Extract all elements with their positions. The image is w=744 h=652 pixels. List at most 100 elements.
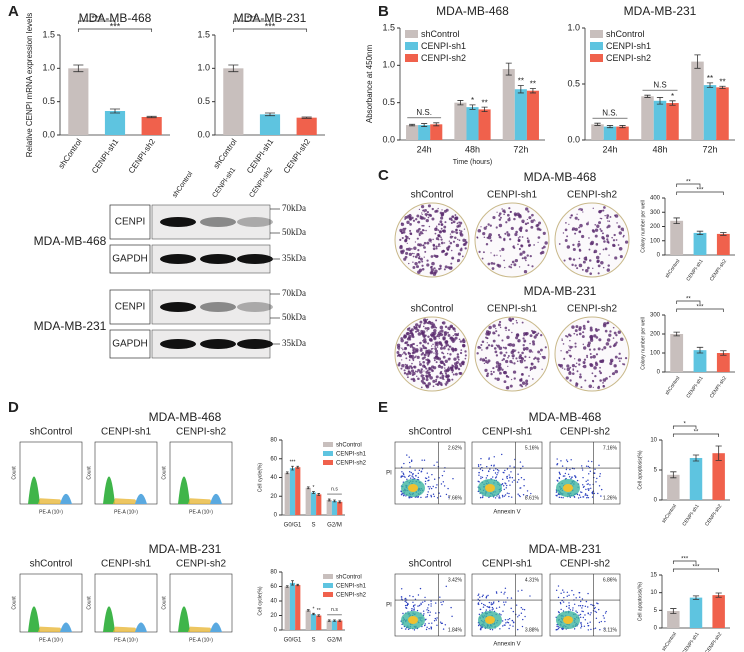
colony — [594, 361, 598, 365]
colony — [576, 267, 579, 270]
bar — [284, 586, 290, 630]
marker-label: 70kDa — [282, 288, 306, 298]
colony — [524, 332, 528, 336]
colony — [511, 343, 516, 347]
colony — [403, 257, 407, 261]
bar — [337, 620, 343, 630]
colony — [447, 334, 451, 337]
colony — [588, 248, 591, 251]
colony — [600, 229, 603, 233]
colony — [440, 241, 444, 245]
event — [564, 472, 567, 475]
event — [501, 494, 504, 497]
colony — [563, 259, 566, 262]
event — [520, 477, 523, 479]
event — [415, 474, 417, 477]
legend-label: CENPI-sh1 — [336, 584, 367, 590]
colony — [439, 376, 442, 379]
x-tick-label: 72h — [513, 144, 528, 154]
event — [513, 466, 515, 468]
colony — [615, 365, 617, 367]
event — [596, 477, 598, 480]
error-bar — [312, 491, 315, 494]
y-tick-label: 0 — [654, 498, 658, 504]
colony — [611, 236, 613, 239]
colony — [534, 331, 537, 334]
event — [562, 589, 564, 591]
event — [575, 476, 577, 478]
colony — [589, 355, 593, 359]
significance-label: ** — [719, 77, 725, 86]
event — [405, 495, 407, 497]
colony — [424, 212, 428, 216]
significance-label: ** — [518, 77, 524, 86]
colony — [498, 320, 502, 324]
bar — [295, 585, 301, 630]
colony — [427, 335, 430, 338]
colony — [578, 248, 581, 251]
y-axis-label: Cell apoptosis(%) — [637, 582, 643, 622]
colony — [602, 237, 605, 240]
colony — [433, 352, 435, 354]
colony — [586, 320, 590, 324]
significance-label: *** — [681, 557, 689, 563]
section-title: MDA-MB-468 — [524, 170, 597, 184]
colony — [499, 351, 503, 355]
x-axis-label: Time (hours) — [453, 159, 492, 166]
colony — [435, 335, 438, 338]
colony — [407, 370, 411, 374]
event — [585, 488, 587, 491]
error-bar — [317, 493, 321, 496]
colony — [449, 353, 452, 356]
error-bar — [338, 619, 342, 622]
event — [441, 474, 444, 477]
event — [497, 600, 500, 603]
colony — [516, 360, 519, 363]
colony — [444, 367, 446, 369]
event — [595, 611, 598, 613]
event — [444, 624, 447, 626]
event — [557, 585, 560, 587]
colony — [439, 346, 444, 350]
x-tick-label: G2/M — [327, 523, 342, 529]
colony — [599, 228, 602, 230]
colony — [454, 349, 457, 351]
colony — [601, 348, 604, 351]
colony — [488, 235, 490, 237]
colony — [442, 336, 446, 340]
blot-band — [237, 339, 273, 349]
colony — [419, 370, 423, 374]
colony — [531, 340, 535, 344]
colony — [572, 247, 576, 251]
event — [513, 479, 515, 482]
event — [510, 607, 512, 610]
plot-label: CENPI-sh2 — [560, 427, 610, 438]
colony — [409, 217, 412, 220]
x-tick-label: S — [311, 638, 315, 644]
event — [506, 597, 509, 599]
colony — [578, 327, 582, 332]
colony — [512, 356, 514, 358]
event — [515, 604, 518, 606]
event — [600, 488, 603, 491]
density-peak — [408, 484, 418, 492]
colony — [407, 247, 412, 252]
error-bar — [285, 471, 289, 475]
colony — [569, 345, 573, 349]
event — [582, 605, 584, 607]
colony — [619, 337, 624, 342]
event — [439, 596, 441, 598]
event — [581, 607, 583, 609]
colony — [589, 335, 593, 339]
colony — [582, 260, 586, 264]
colony — [608, 254, 610, 256]
colony — [492, 262, 496, 265]
event — [579, 613, 582, 616]
colony — [403, 346, 407, 351]
significance-bracket — [672, 560, 697, 564]
colony — [511, 317, 515, 321]
colony — [486, 361, 489, 364]
colony — [420, 368, 423, 371]
event — [504, 624, 506, 626]
colony — [569, 379, 572, 382]
